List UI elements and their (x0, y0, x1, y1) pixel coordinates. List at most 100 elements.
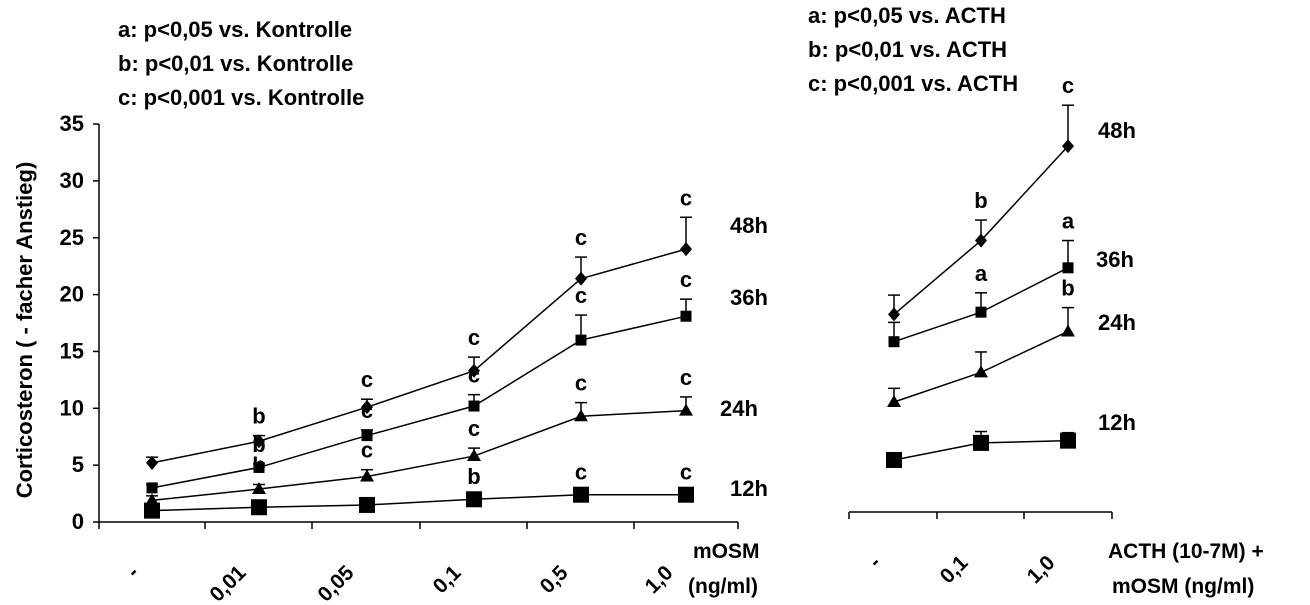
right-x-tick-label: - (864, 551, 885, 572)
left-data-point-24h (574, 409, 588, 422)
y-tick-label: 25 (60, 225, 84, 250)
left-x-tick-label: 0,1 (429, 561, 466, 598)
right-x-tick-label: 1,0 (1023, 551, 1060, 588)
left-series-line-36h (151, 315, 687, 489)
right-data-point-24h (1061, 324, 1075, 337)
left-data-point-36h (361, 430, 373, 442)
left-data-point-36h (575, 334, 587, 346)
right-data-point-36h (975, 306, 987, 318)
right-series-label-12h: 12h (1098, 410, 1136, 435)
left-series-line-48h (151, 248, 687, 464)
left-data-point-36h (146, 482, 158, 494)
right-note-b: b: p<0,01 vs. ACTH (808, 37, 1007, 62)
left-data-point-24h (679, 403, 693, 416)
left-data-point-36h (253, 461, 265, 473)
significance-label: c (361, 438, 373, 463)
right-series-label-48h: 48h (1098, 118, 1136, 143)
significance-label: b (252, 404, 265, 429)
left-series-12h: b c c 12h (144, 459, 768, 519)
left-data-point-48h (468, 363, 480, 378)
right-data-point-36h (888, 336, 900, 348)
left-note-b: b: p<0,01 vs. Kontrolle (118, 51, 353, 76)
right-data-point-24h (974, 365, 988, 378)
left-data-point-48h (575, 271, 587, 286)
right-x-ticks: - 0,1 1,0 (848, 512, 1113, 588)
left-data-point-24h (145, 493, 159, 506)
left-series-48h: b c c c c 48h (146, 185, 768, 470)
significance-label: c (1062, 73, 1074, 98)
left-x-axis-title-line2: (ng/ml) (688, 575, 758, 598)
right-data-point-48h (975, 233, 987, 248)
significance-label: b (974, 188, 987, 213)
right-data-point-48h (888, 307, 900, 322)
left-y-ticks: 0 5 10 15 20 25 30 35 (60, 111, 99, 534)
left-data-point-48h (680, 242, 692, 257)
y-tick-label: 0 (72, 509, 84, 534)
left-data-point-48h (253, 434, 265, 449)
right-series-label-36h: 36h (1096, 247, 1134, 272)
left-x-ticks: - 0,01 0,05 0,1 0,5 1,0 (98, 522, 739, 605)
right-series-36h: a a 36h (888, 209, 1134, 348)
left-x-tick-label: 0,05 (313, 561, 358, 605)
left-data-point-48h (361, 400, 373, 415)
left-series-line-24h (151, 409, 687, 502)
left-axes (98, 124, 738, 523)
left-series-label-36h: 36h (730, 285, 768, 310)
significance-label: b (1061, 276, 1074, 301)
right-x-axis-title-line1: ACTH (10-7M) + (1108, 540, 1264, 563)
left-data-point-24h (360, 469, 374, 482)
significance-label: c (468, 416, 480, 441)
right-note-c: c: p<0,001 vs. ACTH (808, 71, 1018, 96)
left-data-point-12h (359, 496, 375, 513)
significance-label: c (361, 367, 373, 392)
right-series-48h: b c 48h (888, 73, 1136, 322)
right-data-point-48h (1062, 139, 1074, 154)
right-series-24h: b 24h (887, 276, 1136, 407)
left-note-c: c: p<0,001 vs. Kontrolle (118, 85, 364, 110)
left-x-tick-label: - (122, 561, 143, 582)
significance-label: c (575, 283, 587, 308)
right-data-point-24h (887, 394, 901, 407)
left-plot-area: bcc12hbcccc24hbcccc36hbcccc48h (144, 185, 768, 519)
significance-label: a (1062, 209, 1075, 234)
y-tick-label: 5 (72, 452, 84, 477)
left-data-point-24h (467, 449, 481, 462)
left-series-label-24h: 24h (720, 396, 758, 421)
left-data-point-36h (680, 310, 692, 322)
left-significance-notes: a: p<0,05 vs. Kontrolle b: p<0,01 vs. Ko… (118, 17, 364, 110)
left-data-point-12h (573, 486, 589, 503)
right-data-point-12h (973, 434, 989, 451)
right-plot-area: 12h b 24h a a 36h b c 48h (886, 73, 1136, 468)
left-x-tick-label: 0,5 (536, 561, 573, 598)
significance-label: c (575, 225, 587, 250)
left-data-point-48h (146, 455, 158, 470)
right-significance-notes: a: p<0,05 vs. ACTH b: p<0,01 vs. ACTH c:… (808, 3, 1018, 96)
y-axis-title: Corticosteron ( - facher Anstieg) (12, 162, 37, 499)
left-note-a: a: p<0,05 vs. Kontrolle (118, 17, 352, 42)
left-data-point-12h (144, 502, 160, 519)
significance-label: c (575, 459, 587, 484)
significance-label: c (680, 185, 692, 210)
right-data-point-12h (886, 451, 902, 468)
significance-label: b (467, 464, 480, 489)
left-data-point-24h (252, 482, 266, 495)
significance-label: a (975, 261, 988, 286)
y-tick-label: 30 (60, 168, 84, 193)
left-series-label-12h: 12h (730, 476, 768, 501)
y-tick-label: 15 (60, 338, 84, 363)
right-series-12h: 12h (886, 410, 1136, 468)
left-data-point-36h (468, 400, 480, 412)
significance-label: c (680, 459, 692, 484)
significance-label: c (680, 365, 692, 390)
significance-label: c (468, 325, 480, 350)
right-series-label-24h: 24h (1098, 310, 1136, 335)
right-note-a: a: p<0,05 vs. ACTH (808, 3, 1006, 28)
left-data-point-12h (678, 486, 694, 503)
significance-label: c (575, 371, 587, 396)
right-x-axis-title-line2: mOSM (ng/ml) (1112, 575, 1254, 598)
left-data-point-12h (251, 499, 267, 516)
right-data-point-36h (1062, 262, 1074, 274)
left-series-label-48h: 48h (730, 213, 768, 238)
y-tick-label: 10 (60, 395, 84, 420)
